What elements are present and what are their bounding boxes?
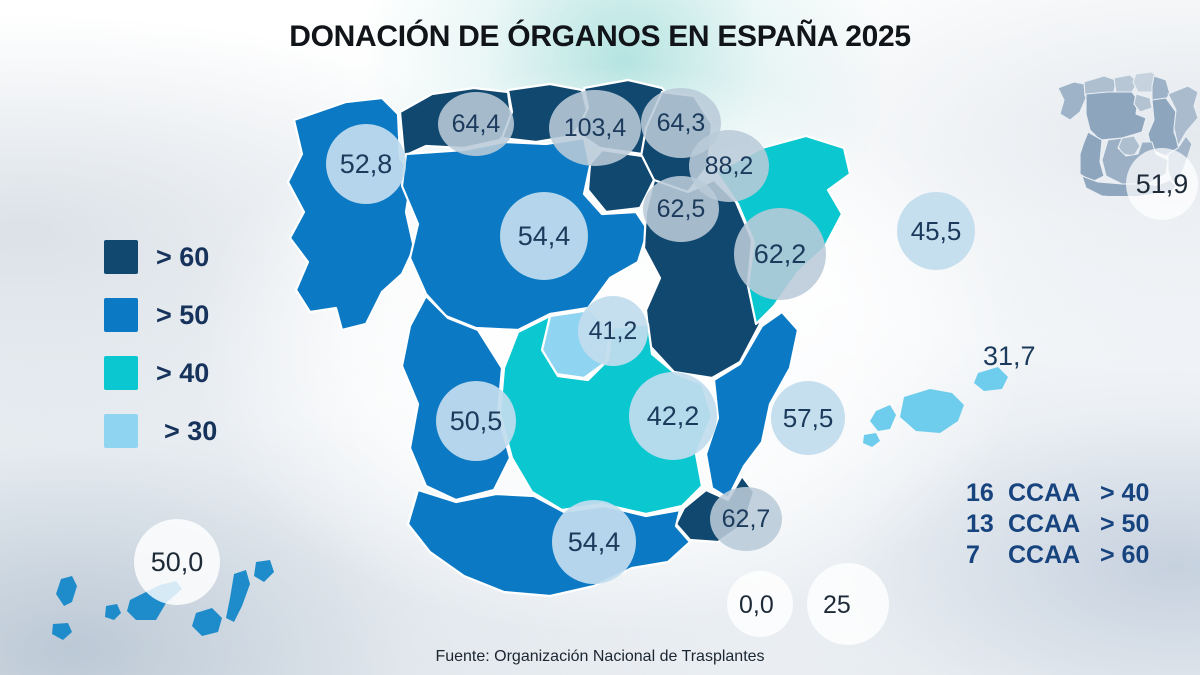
scale-label-max: 25 <box>823 591 851 619</box>
legend-item-gt40: > 40 <box>104 344 217 402</box>
color-legend: > 60 > 50 > 40 > 30 <box>104 228 217 460</box>
stat-count-gt60: 7 <box>966 541 980 569</box>
stat-row-gt50: 13 CCAA > 50 <box>966 509 1149 540</box>
inset-region-extremadura <box>1079 131 1105 183</box>
legend-label-gt40: > 40 <box>156 357 210 388</box>
bubble-asturias: 64,4 <box>438 92 514 156</box>
bubble-value-extremadura: 50,5 <box>449 405 503 436</box>
legend-label-gt50: > 50 <box>156 299 210 330</box>
inset-region-cataluna <box>1167 85 1199 147</box>
bubble-murcia: 62,7 <box>710 487 782 551</box>
legend-label-gt30: > 30 <box>164 415 218 446</box>
bubble-canarias: 50,0 <box>134 519 220 605</box>
page-title: DONACIÓN DE ÓRGANOS EN ESPAÑA 2025 <box>289 20 911 53</box>
legend-label-gt60: > 60 <box>156 241 210 272</box>
bubble-rioja: 62,5 <box>643 176 719 242</box>
bubble-value-galicia: 52,8 <box>339 148 393 179</box>
bubble-value-national-average: 51,9 <box>1135 168 1189 199</box>
bubble-castillaleon: 54,4 <box>500 192 588 280</box>
bubble-cantabria: 103,4 <box>549 90 641 166</box>
island-ibiza <box>870 405 896 431</box>
legend-swatch-gt60 <box>104 240 138 274</box>
island-formentera <box>863 433 880 447</box>
bubble-value-navarra: 88,2 <box>704 151 754 180</box>
bubble-value-rioja: 62,5 <box>656 194 706 223</box>
national-average-inset-map <box>1048 66 1199 199</box>
stat-unit-gt40: CCAA <box>1008 479 1081 507</box>
legend-item-gt30: > 30 <box>104 402 217 460</box>
bubble-value-castillaleon: 54,4 <box>517 220 571 251</box>
bubble-value-cataluna: 45,5 <box>910 215 962 246</box>
island-el-hierro <box>52 623 72 640</box>
scale-label-min: 0,0 <box>739 591 774 619</box>
bubble-value-clmancha: 42,2 <box>646 400 700 431</box>
legend-swatch-gt50 <box>104 298 138 332</box>
stat-unit-gt50: CCAA <box>1008 510 1081 538</box>
bubble-national-average: 51,9 <box>1126 148 1198 220</box>
inset-region-castillaleon <box>1085 91 1147 141</box>
bubble-andalucia: 54,4 <box>552 500 636 584</box>
stat-count-gt40: 16 <box>966 479 994 507</box>
legend-swatch-gt30 <box>104 414 138 448</box>
inset-region-galicia <box>1057 81 1087 121</box>
bubble-extremadura: 50,5 <box>436 381 516 461</box>
stat-count-gt50: 13 <box>966 510 994 538</box>
island-la-gomera <box>105 604 121 620</box>
stat-comparison-gt40: > 40 <box>1100 479 1150 507</box>
stat-unit-gt60: CCAA <box>1008 541 1081 569</box>
stat-row-gt60: 7 CCAA > 60 <box>966 540 1149 571</box>
island-la-palma <box>56 576 77 606</box>
bubble-valencia: 57,5 <box>771 381 845 455</box>
island-lanzarote <box>254 560 274 582</box>
bubble-value-paisvasco: 64,3 <box>656 108 706 137</box>
bubble-value-cantabria: 103,4 <box>563 113 627 142</box>
bubble-madrid: 41,2 <box>578 296 648 366</box>
stat-row-gt40: 16 CCAA > 40 <box>966 478 1149 509</box>
inset-region-rioja <box>1133 93 1153 113</box>
island-mallorca <box>900 389 964 433</box>
legend-item-gt60: > 60 <box>104 228 217 286</box>
bubble-value-madrid: 41,2 <box>588 316 638 345</box>
bubble-baleares: 31,7 <box>983 341 1036 372</box>
bubble-value-valencia: 57,5 <box>782 402 834 433</box>
bubble-value-asturias: 64,4 <box>451 109 501 138</box>
bubble-aragon: 62,2 <box>734 208 826 300</box>
bubble-clmancha: 42,2 <box>629 372 717 460</box>
source-caption: Fuente: Organización Nacional de Traspla… <box>435 648 765 665</box>
bubble-galicia: 52,8 <box>326 124 406 204</box>
legend-swatch-gt40 <box>104 356 138 390</box>
island-fuerteventura <box>226 570 250 622</box>
bubble-value-andalucia: 54,4 <box>567 526 621 557</box>
bubble-value-aragon: 62,2 <box>753 238 807 269</box>
stat-comparison-gt50: > 50 <box>1100 510 1150 538</box>
bubble-value-baleares: 31,7 <box>983 341 1036 371</box>
island-gran-canaria <box>192 608 222 636</box>
bubble-cataluna: 45,5 <box>897 192 975 270</box>
legend-item-gt50: > 50 <box>104 286 217 344</box>
stat-comparison-gt60: > 60 <box>1100 541 1150 569</box>
bubble-value-canarias: 50,0 <box>150 546 204 577</box>
bubble-value-murcia: 62,7 <box>721 504 771 533</box>
summary-stats: 16 CCAA > 40 13 CCAA > 50 7 CCAA > 60 <box>966 478 1149 571</box>
